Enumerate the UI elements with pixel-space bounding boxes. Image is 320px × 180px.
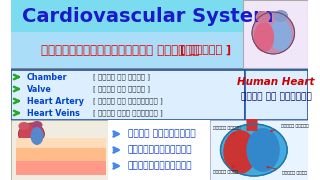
Ellipse shape — [220, 124, 287, 176]
Ellipse shape — [31, 121, 43, 129]
Text: Cardiovascular System: Cardiovascular System — [22, 6, 274, 26]
Text: बायां निलय: बायां निलय — [267, 166, 307, 175]
Ellipse shape — [30, 127, 44, 145]
Text: मायो कार्डियम: मायो कार्डियम — [128, 129, 196, 138]
Ellipse shape — [19, 123, 44, 145]
Text: Chamber: Chamber — [27, 73, 68, 82]
Ellipse shape — [273, 10, 288, 22]
FancyBboxPatch shape — [16, 148, 107, 161]
FancyBboxPatch shape — [11, 68, 308, 70]
Text: [ हृदय की धामनिया ]: [ हृदय की धामनिया ] — [92, 98, 162, 104]
Ellipse shape — [269, 19, 292, 51]
Text: दायां निलय: दायां निलय — [213, 166, 238, 174]
FancyBboxPatch shape — [11, 120, 308, 122]
Text: [ हृदय के कपाट ]: [ हृदय के कपाट ] — [92, 86, 149, 92]
FancyBboxPatch shape — [11, 32, 308, 68]
FancyBboxPatch shape — [244, 70, 308, 120]
FancyBboxPatch shape — [11, 70, 244, 120]
Ellipse shape — [254, 22, 274, 52]
Ellipse shape — [19, 122, 29, 130]
Text: [ हृदय के कक्ष ]: [ हृदय के कक्ष ] — [92, 74, 149, 80]
Text: हृदय की संरचना: हृदय की संरचना — [241, 93, 311, 102]
Ellipse shape — [256, 11, 270, 23]
Text: बायां अलिंद: बायां अलिंद — [270, 124, 308, 132]
FancyBboxPatch shape — [108, 120, 210, 180]
FancyBboxPatch shape — [11, 120, 108, 180]
FancyBboxPatch shape — [16, 138, 107, 148]
Text: दायां अलिंद: दायां अलिंद — [213, 126, 241, 135]
FancyBboxPatch shape — [246, 119, 258, 131]
Text: [ हिंदी ]: [ हिंदी ] — [180, 45, 231, 55]
Ellipse shape — [246, 128, 280, 172]
Text: Heart Artery: Heart Artery — [27, 96, 84, 105]
Ellipse shape — [223, 130, 257, 174]
Text: Human Heart: Human Heart — [237, 77, 315, 87]
Text: Valve: Valve — [27, 84, 52, 93]
FancyBboxPatch shape — [243, 0, 308, 68]
Text: पेरिकार्डियम: पेरिकार्डियम — [128, 161, 192, 170]
FancyBboxPatch shape — [11, 0, 308, 32]
Text: एंडोकार्डियम: एंडोकार्डियम — [128, 145, 192, 154]
Text: [ हृदय में सिराये ]: [ हृदय में सिराये ] — [92, 110, 162, 116]
FancyBboxPatch shape — [16, 161, 107, 175]
FancyBboxPatch shape — [210, 120, 308, 180]
Text: Heart Veins: Heart Veins — [27, 109, 80, 118]
Text: कार्डियोवैस्कुलर सिस्टम: कार्डियोवैस्कुलर सिस्टम — [41, 44, 199, 57]
Ellipse shape — [252, 12, 295, 54]
